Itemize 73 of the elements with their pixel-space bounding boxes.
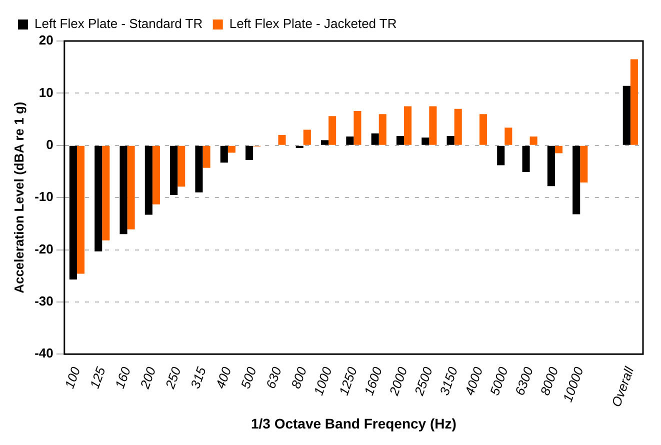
bar: [246, 146, 254, 160]
x-tick-label: 630: [262, 364, 285, 390]
x-tick-label: 125: [86, 364, 109, 390]
bar: [228, 146, 236, 153]
bar: [429, 106, 437, 145]
y-tick-label: 20: [38, 32, 54, 48]
bar: [446, 136, 454, 145]
x-tick-label: 250: [162, 364, 184, 392]
bar: [220, 146, 228, 163]
bar: [479, 114, 488, 145]
bar: [170, 146, 178, 195]
bar: [320, 140, 329, 145]
x-tick-label: 8000: [537, 364, 562, 398]
bar: [303, 130, 311, 145]
bar: [422, 138, 430, 145]
bar: [202, 146, 210, 168]
bar: [504, 128, 512, 145]
y-axis-title: Acceleration Level (dBA re 1 g): [11, 102, 26, 294]
bar: [454, 108, 462, 145]
bar: [572, 146, 580, 214]
y-tick-label: 10: [38, 84, 54, 100]
y-tick-label: 0: [46, 136, 54, 152]
bar: [622, 86, 630, 145]
bar: [127, 146, 135, 230]
x-tick-label: 2500: [411, 364, 436, 398]
x-tick-label: 160: [112, 364, 134, 390]
x-tick-label: 315: [187, 364, 210, 390]
bar: [278, 134, 286, 145]
x-tick-label: 200: [136, 364, 159, 392]
x-tick-label: 1250: [336, 364, 360, 398]
bar: [396, 136, 404, 145]
bar: [404, 106, 412, 145]
bar: [580, 146, 588, 182]
y-tick-label: -10: [34, 189, 54, 204]
bar: [522, 146, 530, 172]
bar: [497, 146, 505, 166]
x-tick-label: 100: [62, 364, 84, 390]
x-tick-label: 1600: [361, 364, 386, 398]
x-tick-label: 10000: [560, 364, 587, 404]
x-tick-label: 500: [238, 364, 260, 390]
bar: [120, 146, 128, 234]
bar: [76, 146, 85, 274]
bar: [152, 146, 160, 204]
bar: [144, 146, 152, 215]
y-tick-label: -30: [34, 294, 54, 309]
bar: [346, 136, 354, 145]
bar: [554, 146, 562, 154]
bar: [371, 133, 379, 145]
bar: [69, 146, 77, 280]
x-tick-label: 5000: [486, 364, 512, 398]
x-tick-label: Overall: [608, 364, 638, 409]
x-tick-label: 2000: [386, 364, 410, 398]
bar: [178, 146, 186, 187]
x-tick-label: 800: [288, 364, 310, 390]
bar: [328, 116, 336, 145]
bar: [354, 110, 362, 145]
bar: [630, 59, 638, 145]
y-tick-label: -20: [34, 241, 54, 256]
bar: [102, 146, 110, 240]
x-axis-title: 1/3 Octave Band Freqency (Hz): [250, 415, 456, 432]
bar: [94, 146, 102, 252]
x-tick-label: 3150: [436, 364, 461, 398]
legend-label: Left Flex Plate - Standard TR: [34, 16, 203, 32]
bar: [530, 136, 538, 145]
x-tick-label: 400: [212, 364, 234, 390]
bar: [378, 114, 386, 145]
bar: [547, 146, 555, 186]
bar: [195, 146, 203, 192]
legend-label: Left Flex Plate - Jacketed TR: [229, 16, 397, 32]
x-tick-label: 6300: [512, 364, 536, 398]
x-tick-label: 1000: [310, 364, 336, 398]
y-tick-label: -40: [34, 346, 54, 361]
x-tick-label: 4000: [462, 364, 486, 398]
